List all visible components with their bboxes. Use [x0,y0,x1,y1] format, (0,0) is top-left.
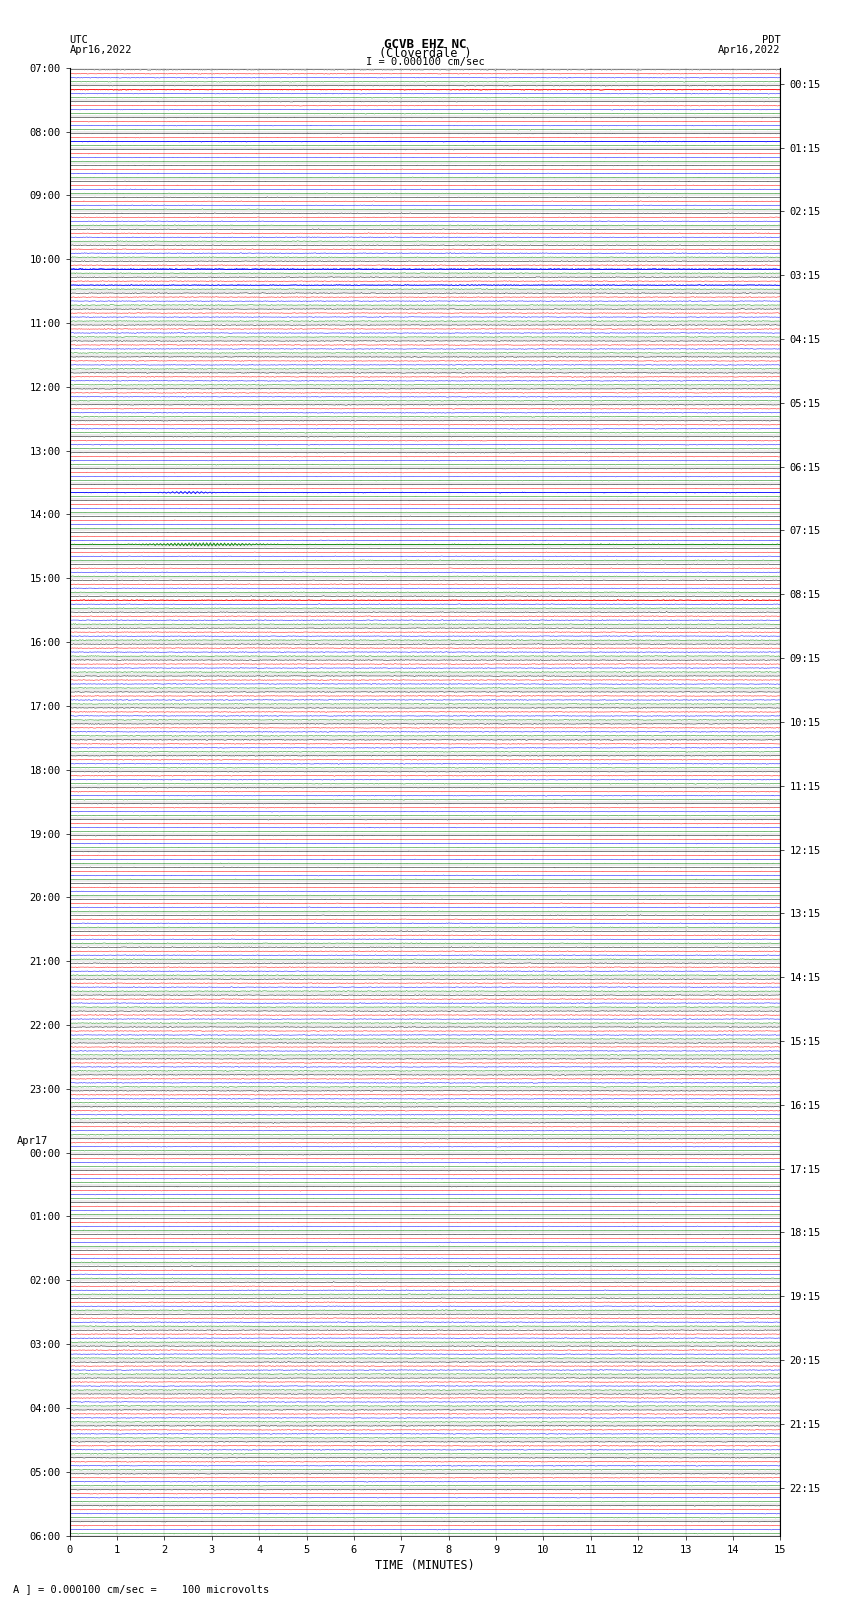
Text: GCVB EHZ NC: GCVB EHZ NC [383,37,467,50]
Text: Apr16,2022: Apr16,2022 [70,45,133,55]
Text: Apr16,2022: Apr16,2022 [717,45,780,55]
Text: I = 0.000100 cm/sec: I = 0.000100 cm/sec [366,56,484,66]
Text: A ] = 0.000100 cm/sec =    100 microvolts: A ] = 0.000100 cm/sec = 100 microvolts [13,1584,269,1594]
Text: UTC: UTC [70,35,88,45]
Text: (Cloverdale ): (Cloverdale ) [379,47,471,60]
X-axis label: TIME (MINUTES): TIME (MINUTES) [375,1558,475,1571]
Text: PDT: PDT [762,35,780,45]
Text: Apr17: Apr17 [17,1136,48,1147]
